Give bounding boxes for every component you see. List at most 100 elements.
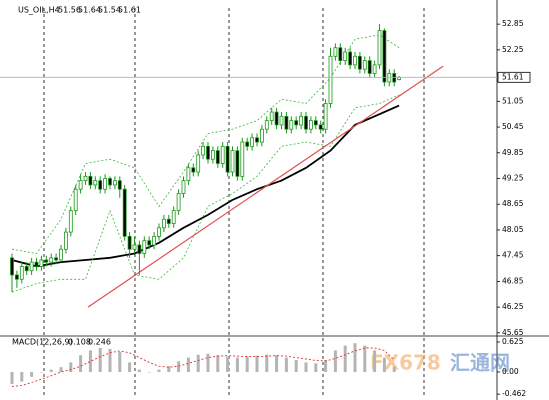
macd-bar [392, 366, 396, 372]
macd-bar [324, 359, 328, 372]
macd-label: MACD(12,26,9) [12, 338, 73, 347]
candle-body [308, 120, 313, 130]
y-tick-label: 51.05 [502, 96, 524, 105]
indicator-line [11, 34, 400, 254]
candle-body [323, 103, 328, 130]
y-tick-label: 52.25 [502, 45, 524, 54]
candle-body [171, 210, 176, 224]
candle-body [230, 150, 235, 173]
y-tick-label: 47.45 [502, 251, 524, 260]
y-tick-label: 49.85 [502, 148, 524, 157]
candle-body [215, 150, 220, 164]
macd-bar [30, 371, 34, 377]
candle-body [122, 188, 127, 237]
candle-body [235, 150, 240, 177]
candle-body [289, 120, 294, 130]
candle-body [54, 257, 58, 261]
candle-body [181, 180, 186, 194]
macd-bar [196, 354, 200, 372]
candle-body [387, 73, 392, 83]
price-label-box [497, 71, 531, 83]
candle-body [127, 235, 132, 250]
candle-body [68, 210, 73, 233]
macd-bar [304, 362, 308, 372]
macd-value: 0.108 [68, 338, 91, 347]
macd-bar [353, 343, 357, 372]
symbol: US_OIL,H4 [18, 6, 60, 15]
macd-bar [186, 357, 190, 372]
trendline [87, 65, 444, 308]
candle-body [14, 274, 19, 280]
y-tick-label: 0.00 [502, 367, 519, 376]
candle-body [382, 30, 387, 83]
y-tick-label: 0.625 [502, 337, 524, 346]
high-value: 51.64 [78, 6, 101, 15]
y-tick-label: 46.85 [502, 276, 524, 285]
candle-body [88, 175, 93, 186]
candle-body [357, 55, 362, 70]
macd-bar [118, 351, 122, 372]
candle-body [108, 178, 112, 186]
macd-bar [137, 369, 141, 372]
macd-bar [275, 355, 279, 372]
candle-body [210, 150, 215, 160]
y-tick-label: 45.65 [502, 328, 524, 337]
candle-body [225, 145, 230, 173]
candle-body [284, 115, 289, 130]
candle-body [274, 111, 279, 126]
macd-bar [245, 356, 249, 372]
candle-body [294, 120, 299, 126]
candle-body [318, 124, 323, 130]
y-tick-label: 48.05 [502, 225, 524, 234]
macd-bar [20, 371, 24, 382]
candle-body [377, 30, 382, 66]
candle-body [328, 55, 333, 104]
macd-bar [382, 357, 386, 372]
candle-body [64, 231, 68, 250]
candle-body [255, 137, 259, 143]
candle-body [24, 265, 29, 272]
macd-bar [333, 350, 337, 372]
candle-body [279, 115, 284, 126]
candle-body [83, 175, 88, 182]
macd-bar [314, 363, 318, 372]
candle-body [264, 120, 269, 130]
macd-bar [177, 361, 181, 372]
y-tick-label: 52.85 [502, 19, 524, 28]
candle-body [220, 145, 225, 164]
macd-bar [216, 355, 220, 372]
candle-body [78, 180, 83, 190]
candle-body [392, 73, 397, 83]
signal-value: 0.246 [88, 338, 111, 347]
signal-line [11, 347, 395, 387]
candle-body [39, 259, 44, 267]
candle-body [161, 218, 166, 229]
candle-body [206, 145, 210, 160]
macd-bar [255, 355, 259, 372]
candle-body [372, 64, 377, 74]
candle-body [113, 180, 117, 186]
candle-body [196, 154, 201, 173]
macd-bar [235, 357, 239, 372]
candle-body [259, 128, 264, 143]
macd-bar [167, 366, 171, 372]
macd-bar [10, 371, 14, 384]
candle-body [152, 235, 157, 246]
candle-body [367, 60, 372, 74]
macd-bar [226, 356, 230, 372]
watermark: 汇通网 [450, 351, 510, 375]
candle-body [157, 227, 161, 237]
candle-body [49, 257, 54, 263]
macd-bar [147, 371, 151, 373]
y-tick-label: 49.25 [502, 174, 524, 183]
price-label: 51.61 [502, 72, 524, 81]
candle-body [333, 47, 338, 57]
candle-body [142, 240, 147, 254]
macd-bar [39, 371, 43, 373]
candle-body [191, 167, 196, 173]
y-tick-label: 48.65 [502, 199, 524, 208]
candle-body [353, 55, 357, 66]
candle-body [299, 115, 304, 126]
candle-body [132, 244, 137, 250]
